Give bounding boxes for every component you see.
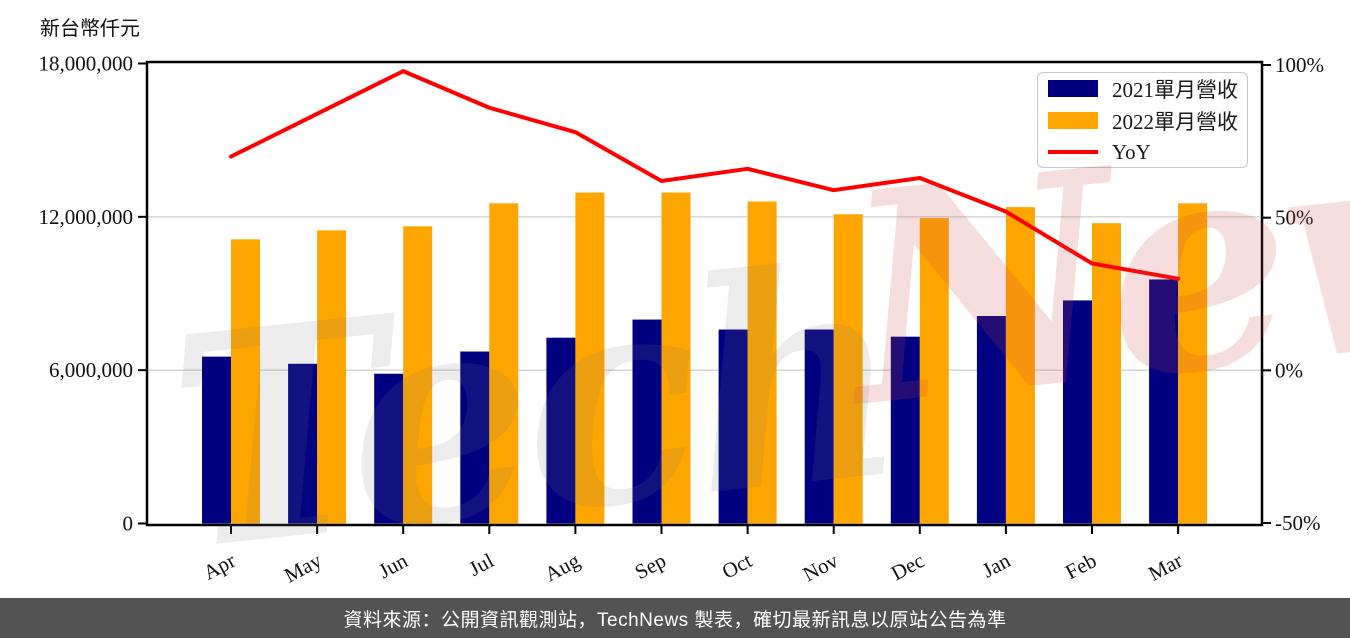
x-tick-label-Mar: Mar	[1144, 548, 1186, 586]
bar-2021單月營收-Feb	[1063, 300, 1092, 524]
bar-2022單月營收-Jan	[1005, 207, 1035, 524]
x-tick-label-Oct: Oct	[718, 548, 756, 584]
x-tick-label-Jul: Jul	[465, 548, 498, 581]
x-tick-label-Jan: Jan	[978, 548, 1014, 583]
bar-2021單月營收-Jul	[460, 351, 490, 524]
legend-label: 2021單月營收	[1112, 77, 1238, 102]
left-tick-label: 6,000,000	[49, 358, 133, 382]
left-axis-unit-label: 新台幣仟元	[40, 18, 140, 40]
bar-2021單月營收-Dec	[890, 336, 920, 524]
bar-2021單月營收-Aug	[546, 337, 576, 524]
legend-label: YoY	[1112, 139, 1151, 164]
bar-2021單月營收-Apr	[202, 356, 231, 524]
bar-2022單月營收-Jun	[403, 226, 433, 524]
footer-source-text: 資料來源：公開資訊觀測站，TechNews 製表，確切最新訊息以原站公告為準	[343, 609, 1007, 631]
bar-2021單月營收-Mar	[1149, 279, 1179, 524]
yoy-line	[229, 69, 1181, 281]
right-tick-label: 0%	[1275, 358, 1303, 382]
bar-2021單月營收-Jan	[976, 315, 1006, 524]
bar-2022單月營收-May	[317, 230, 347, 524]
left-tick-label: 0	[123, 512, 134, 536]
bar-2022單月營收-Apr	[231, 239, 260, 524]
right-tick-label: 50%	[1275, 206, 1314, 230]
bar-2022單月營收-Mar	[1178, 203, 1208, 524]
bar-2022單月營收-Sep	[661, 192, 691, 524]
right-tick-label: 100%	[1275, 53, 1324, 77]
x-tick-label-Nov: Nov	[799, 548, 843, 586]
plot-border	[145, 60, 1264, 527]
left-tick-label: 12,000,000	[39, 205, 134, 229]
x-tick-label-Aug: Aug	[541, 548, 585, 586]
legend-item-YoY: YoY	[1048, 140, 1237, 165]
bar-2021單月營收-Sep	[632, 319, 662, 524]
x-tick-label-Jun: Jun	[375, 548, 412, 583]
chart-stage: 新台幣仟元 0 6,000,000 12,000,000 18,000,000 -50%…	[38, 18, 1350, 616]
x-tick-label-Sep: Sep	[631, 548, 670, 584]
bar-2022單月營收-Jul	[489, 203, 519, 524]
legend-label: 2022單月營收	[1112, 109, 1238, 134]
bar-2022單月營收-Aug	[575, 192, 605, 524]
right-tick-label: -50%	[1275, 511, 1321, 535]
bar-2022單月營收-Oct	[747, 201, 777, 524]
legend-line-swatch	[1048, 150, 1098, 154]
bar-2021單月營收-Nov	[804, 329, 834, 524]
legend-item-2021單月營收: 2021單月營收	[1048, 76, 1238, 102]
footer-source-bar: 資料來源：公開資訊觀測站，TechNews 製表，確切最新訊息以原站公告為準	[0, 598, 1350, 638]
x-tick-label-Dec: Dec	[887, 548, 928, 585]
bar-2021單月營收-Oct	[718, 329, 748, 524]
legend-color-swatch	[1048, 112, 1098, 129]
bar-2022單月營收-Dec	[919, 218, 949, 524]
left-tick-label: 18,000,000	[39, 52, 134, 76]
legend-color-swatch	[1048, 80, 1098, 97]
bar-2022單月營收-Feb	[1092, 223, 1121, 524]
bar-2021單月營收-Jun	[374, 373, 404, 524]
legend-item-2022單月營收: 2022單月營收	[1048, 108, 1238, 134]
bar-2022單月營收-Nov	[833, 214, 863, 524]
legend: 2021單月營收 2022單月營收 YoY	[1037, 72, 1248, 168]
x-tick-label-Apr: Apr	[199, 548, 239, 585]
x-tick-label-Feb: Feb	[1061, 548, 1100, 584]
x-tick-label-May: May	[280, 548, 326, 587]
revenue-yoy-chart: 0 6,000,000 12,000,000 18,000,000 -50% 0% 50% 1…	[39, 52, 1325, 588]
bar-2021單月營收-May	[288, 363, 318, 524]
